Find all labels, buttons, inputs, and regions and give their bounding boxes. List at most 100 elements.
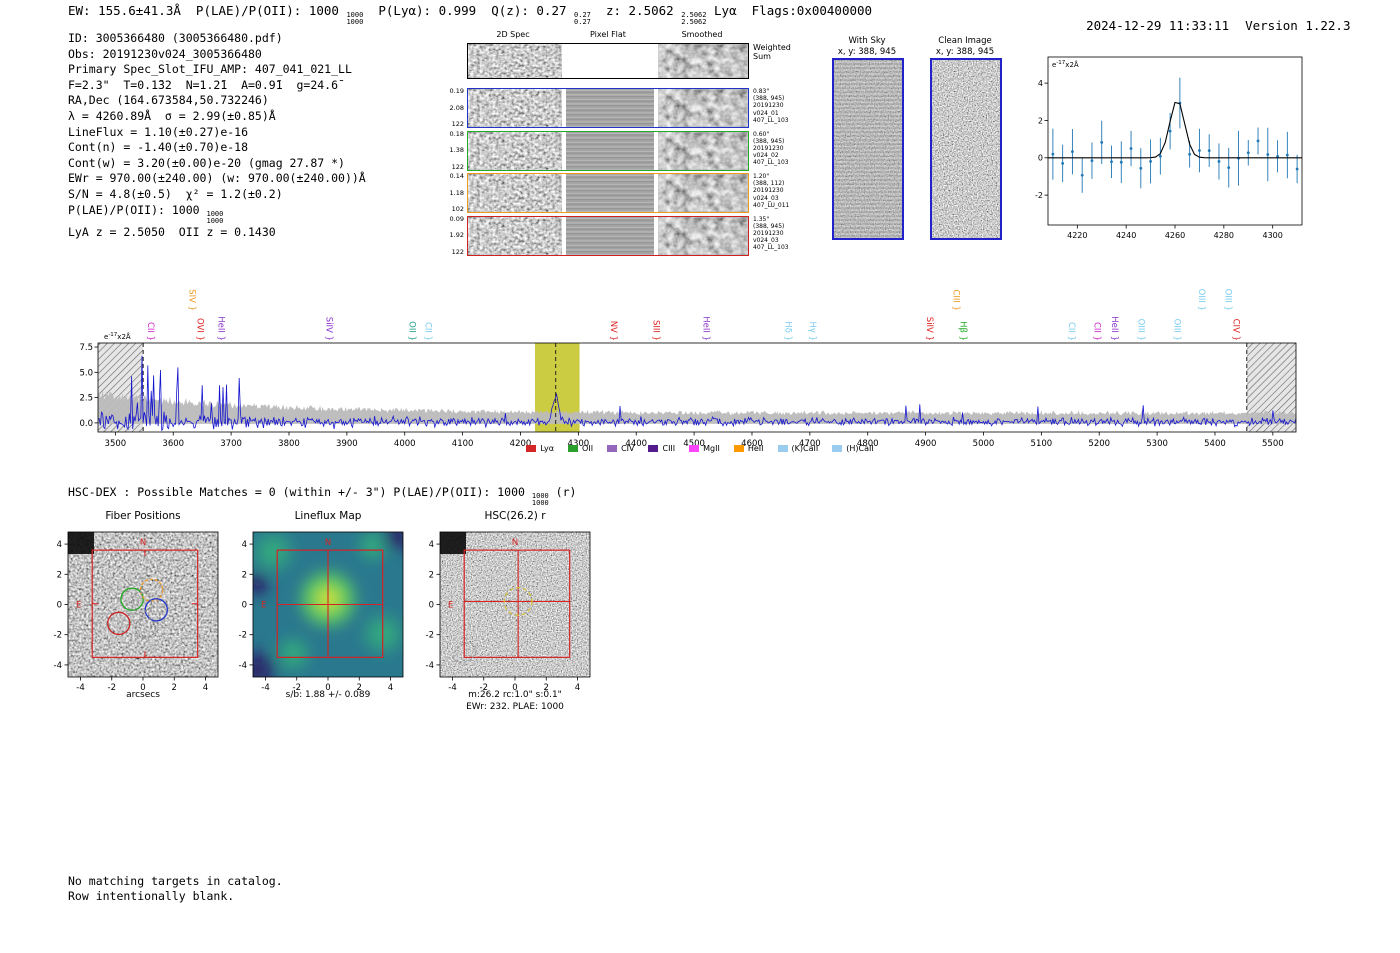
line-annotation: CII } [145, 322, 155, 341]
legend-item: (H)CaII [832, 444, 874, 453]
info-line: S/N = 4.8(±0.5) χ² = 1.2(±0.2) [68, 186, 283, 201]
svg-text:2: 2 [544, 683, 549, 693]
svg-text:3600: 3600 [162, 439, 184, 449]
header-timestamp: 2024-12-29 11:33:11 Version 1.22.3 [1056, 3, 1350, 48]
cutout-pixelflat-image [566, 89, 654, 127]
svg-text:4240: 4240 [1116, 231, 1136, 240]
line-annotation: OIII } [1172, 319, 1182, 341]
weighted-blank-image [566, 44, 654, 78]
hsc-dex-match-line: HSC-DEX : Possible Matches = 0 (within +… [68, 485, 577, 507]
fiber-positions-xlabel: arcsecs [126, 690, 160, 700]
svg-text:4: 4 [57, 540, 62, 550]
line-annotation: SiIV } [924, 317, 934, 341]
line-annotation: OIII } [1222, 289, 1232, 311]
svg-text:4000: 4000 [394, 439, 416, 449]
info-line: EWr = 970.00(±240.00) (w: 970.00(±240.00… [68, 171, 366, 186]
legend-swatch [648, 445, 659, 452]
cutout-pixelflat-image [566, 216, 654, 255]
lineflux-map-panel: N E -4 -4 -2 -2 0 0 2 2 4 4 [239, 531, 404, 693]
cutout-2dspec-image [468, 89, 562, 127]
svg-text:2: 2 [57, 570, 62, 580]
sky-noise-image [68, 532, 218, 677]
line-annotation: SIII } [651, 320, 661, 341]
svg-text:4400: 4400 [625, 439, 647, 449]
fiber-cutout-row: 0.14 1.18 102 1.20" (388, 112) 20191230 v024_… [440, 173, 803, 213]
svg-text:2.5: 2.5 [79, 394, 93, 404]
compass-east: E [448, 601, 453, 611]
line-fit-plot: 4220 4240 4260 4280 4300 -2 0 2 4 e-17x2Å [1035, 56, 1303, 240]
spectrum-trace [97, 355, 1297, 432]
clean-image-coords: x, y: 388, 945 [935, 47, 995, 57]
svg-text:2: 2 [242, 570, 247, 580]
svg-text:3900: 3900 [336, 439, 358, 449]
spectrum-legend: Lyα OII CIV CIII MgII HeII (K)CaII (H)CaII [0, 444, 1400, 453]
line-annotation: OIII } [1136, 319, 1146, 341]
svg-text:4500: 4500 [683, 439, 705, 449]
legend-swatch [607, 445, 618, 452]
fiber-circle [130, 591, 153, 613]
line-annotation: CIV } [1231, 319, 1241, 341]
info-line: ID: 3005366480 (3005366480.pdf) [68, 31, 283, 45]
compass-east: E [76, 601, 81, 611]
svg-text:-2: -2 [239, 631, 247, 641]
column-header-pixelflat: Pixel Flat [590, 30, 626, 39]
svg-text:-4: -4 [448, 683, 456, 693]
svg-text:4100: 4100 [452, 439, 474, 449]
column-header-smoothed: Smoothed [681, 30, 723, 39]
fiber-cutout-row: 0.18 1.38 122 0.60" (388, 945) 20191230 v024_… [440, 130, 803, 171]
line-annotation: OVI } [195, 318, 205, 341]
weighted-sum-label: Weighted Sum [753, 43, 791, 61]
info-line: LineFlux = 1.10(±0.27)e-16 [68, 124, 249, 139]
info-line: Cont(w) = 3.20(±0.00)e-20 (gmag 27.87 *) [68, 155, 345, 170]
cutout-smoothed-image [658, 216, 748, 255]
timestamp: 2024-12-29 11:33:11 [1086, 18, 1230, 33]
fiber-details: 0.83" (388, 945) 20191230 v024_01 407_LL_103 [753, 88, 789, 124]
weighted-smoothed-image [658, 44, 748, 78]
svg-text:-4: -4 [261, 683, 269, 693]
svg-text:-2: -2 [1035, 191, 1043, 200]
legend-item: Lyα [526, 444, 554, 453]
info-line: RA,Dec (164.673584,50.732246) [68, 93, 269, 108]
svg-text:-2: -2 [293, 683, 301, 693]
fiber-cutout-row: 0.19 2.08 122 0.83" (388, 945) 20191230 v024_… [440, 88, 803, 128]
fiber-positions-title: Fiber Positions [105, 510, 181, 522]
svg-text:5300: 5300 [1146, 439, 1168, 449]
svg-text:-4: -4 [76, 683, 84, 693]
svg-text:0: 0 [140, 683, 145, 693]
svg-text:0: 0 [429, 601, 434, 611]
info-line: P(LAE)/P(OII): 1000 1000 1000 [68, 202, 224, 225]
hsc-image-title: HSC(26.2) r [484, 510, 546, 522]
legend-swatch [526, 445, 537, 452]
svg-text:-4: -4 [239, 661, 247, 671]
header-summary: EW: 155.6±41.3Å P(LAE)/P(OII): 1000 1000… [68, 3, 873, 26]
svg-text:4: 4 [242, 540, 247, 550]
fiber-circle [134, 617, 156, 639]
svg-text:4280: 4280 [1214, 231, 1234, 240]
hsc-image-xlabel2: EWr: 232. PLAE: 1000 [466, 702, 564, 712]
detection-info-block: ID: 3005366480 (3005366480.pdf) Obs: 2019… [68, 31, 366, 240]
lineflux-map-xlabel: s/b: 1.88 +/- 0.089 [285, 690, 371, 700]
svg-text:-2: -2 [108, 683, 116, 693]
legend-item: (K)CaII [777, 444, 818, 453]
svg-text:4600: 4600 [741, 439, 763, 449]
compass-north: N [325, 538, 331, 548]
svg-text:4: 4 [429, 540, 434, 550]
line-annotation: SiIV } [324, 317, 334, 341]
svg-text:-2: -2 [480, 683, 488, 693]
spectrum-ylabel: e-17x2Å [104, 332, 131, 341]
line-annotation: CIII } [950, 289, 960, 311]
legend-swatch [733, 445, 744, 452]
compass-east: E [261, 601, 266, 611]
dark-corner [68, 532, 94, 554]
info-line: Obs: 20191230v024_3005366480 [68, 46, 262, 61]
svg-text:0: 0 [1038, 154, 1043, 163]
svg-text:2: 2 [429, 570, 434, 580]
neighbor-ellipse [453, 642, 477, 664]
svg-text:0: 0 [242, 601, 247, 611]
line-annotation: HeII } [700, 316, 710, 341]
cutout-2dspec-image [468, 216, 562, 255]
svg-text:-4: -4 [54, 661, 62, 671]
svg-text:2: 2 [172, 683, 177, 693]
svg-text:4: 4 [388, 683, 393, 693]
